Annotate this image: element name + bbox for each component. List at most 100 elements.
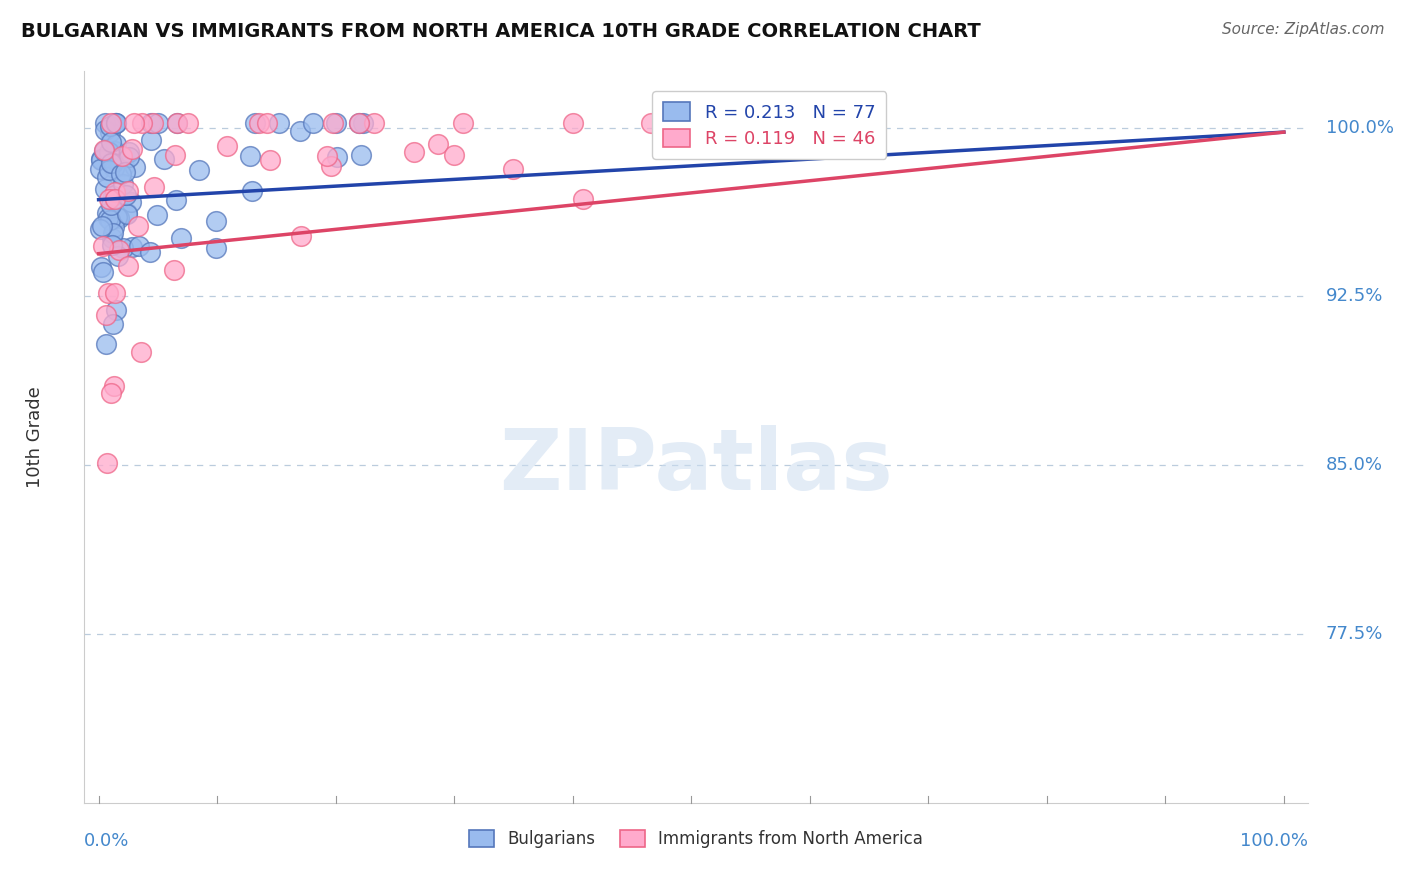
Point (247, 116, 270, 130)
Point (110, 149, 132, 163)
Point (128, 239, 150, 253)
Point (112, 241, 135, 255)
Point (696, 116, 718, 130)
Point (166, 116, 188, 130)
Point (104, 144, 127, 158)
Point (245, 116, 267, 130)
Text: Source: ZipAtlas.com: Source: ZipAtlas.com (1222, 22, 1385, 37)
Point (96, 169, 118, 184)
Point (100, 116, 122, 130)
Point (131, 344, 153, 359)
Point (363, 116, 385, 130)
Point (187, 163, 209, 178)
Point (170, 231, 193, 245)
Point (139, 133, 162, 147)
Point (259, 153, 281, 168)
Text: 100.0%: 100.0% (1326, 119, 1393, 136)
Point (101, 189, 124, 203)
Point (146, 116, 169, 130)
Point (117, 150, 139, 164)
Point (110, 167, 132, 181)
Text: 85.0%: 85.0% (1326, 456, 1384, 475)
Point (561, 116, 583, 130)
Point (100, 198, 122, 212)
Point (93, 182, 115, 196)
Point (96, 336, 118, 351)
Point (121, 142, 143, 156)
Point (204, 214, 226, 228)
Point (104, 192, 127, 206)
Point (97, 211, 120, 225)
Point (103, 161, 125, 175)
Point (111, 177, 134, 191)
Point (166, 116, 188, 130)
Point (122, 116, 145, 130)
Point (152, 152, 174, 166)
Point (502, 161, 524, 176)
Point (352, 116, 374, 130)
Point (319, 159, 342, 173)
Point (104, 136, 127, 151)
Point (350, 148, 373, 162)
Point (114, 164, 136, 178)
Point (326, 150, 349, 164)
Point (90, 153, 112, 167)
Point (101, 155, 124, 169)
Point (103, 116, 125, 130)
Point (107, 243, 129, 257)
Point (105, 303, 128, 318)
Point (572, 192, 595, 206)
Point (97, 192, 120, 206)
Point (104, 285, 127, 300)
Point (115, 206, 138, 220)
Point (96, 206, 118, 220)
Point (121, 240, 143, 254)
Point (451, 116, 474, 130)
Point (90, 219, 112, 233)
Text: 100.0%: 100.0% (1240, 832, 1308, 850)
Point (139, 116, 162, 130)
Point (288, 123, 311, 137)
Point (103, 378, 125, 392)
Point (256, 116, 278, 130)
Point (104, 116, 127, 130)
Point (117, 184, 139, 198)
Point (104, 185, 127, 199)
Point (322, 116, 344, 130)
Point (104, 116, 127, 130)
Point (165, 148, 187, 162)
Point (139, 245, 162, 260)
Point (347, 116, 370, 130)
Point (96, 456, 118, 470)
Point (100, 386, 122, 401)
Point (91, 265, 114, 279)
Point (302, 116, 325, 130)
Point (90, 152, 112, 166)
Point (240, 184, 263, 198)
Point (105, 210, 128, 224)
Point (349, 116, 371, 130)
Point (290, 229, 312, 244)
Text: BULGARIAN VS IMMIGRANTS FROM NORTH AMERICA 10TH GRADE CORRELATION CHART: BULGARIAN VS IMMIGRANTS FROM NORTH AMERI… (21, 22, 981, 41)
Point (98, 162, 121, 177)
Point (94, 308, 117, 322)
Point (142, 116, 165, 130)
Point (93, 143, 115, 157)
Point (117, 259, 139, 273)
Point (108, 211, 131, 226)
Point (402, 145, 425, 159)
Point (239, 149, 262, 163)
Point (316, 149, 339, 163)
Text: 0.0%: 0.0% (84, 832, 129, 850)
Text: 10th Grade: 10th Grade (27, 386, 45, 488)
Point (204, 241, 226, 255)
Point (112, 159, 135, 173)
Point (101, 227, 124, 241)
Point (426, 136, 449, 151)
Point (101, 231, 124, 245)
Point (131, 116, 153, 130)
Point (100, 238, 122, 252)
Point (146, 208, 169, 222)
Legend: Bulgarians, Immigrants from North America: Bulgarians, Immigrants from North Americ… (460, 822, 932, 856)
Text: 92.5%: 92.5% (1326, 287, 1384, 305)
